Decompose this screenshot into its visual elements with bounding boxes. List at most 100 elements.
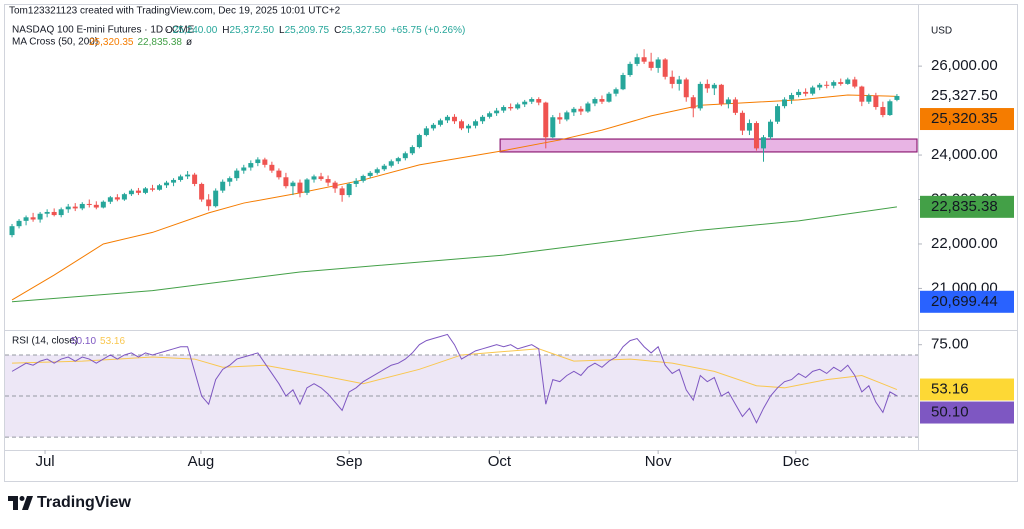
candle-body: [753, 123, 759, 149]
candle-body: [894, 96, 900, 100]
candle-body: [114, 197, 120, 200]
candle-body: [234, 170, 240, 179]
price-label: 20,699.44: [931, 293, 998, 310]
candle-body: [690, 97, 696, 109]
candle-body: [297, 182, 303, 193]
price-zone: [499, 138, 918, 153]
candle-body: [501, 107, 507, 111]
currency: USD: [931, 26, 952, 37]
ohlc-key: H: [222, 25, 229, 36]
x-tick-label: Aug: [188, 453, 215, 470]
candle-body: [269, 164, 275, 171]
rsi-title: RSI (14, close): [12, 336, 78, 347]
candle-body: [79, 203, 85, 209]
candle-body: [430, 124, 436, 129]
candle-body: [121, 194, 127, 200]
y-tick-label: 75.00: [931, 336, 969, 353]
candle-body: [796, 91, 802, 96]
candle-body: [529, 99, 535, 102]
price-label-box: [920, 401, 1014, 424]
candle-body: [220, 181, 226, 191]
price-label-box: [920, 108, 1014, 131]
ma-line: [11, 94, 897, 301]
ma-line: [11, 206, 898, 303]
candle-body: [557, 117, 563, 120]
candle-body: [149, 188, 155, 190]
price-label: 25,320.35: [931, 110, 998, 127]
candle-body: [65, 206, 71, 210]
legend-row: O25,240.00 H25,372.50 L25,209.75 C25,327.50…: [165, 25, 465, 36]
candle-body: [641, 57, 647, 62]
candle-body: [852, 79, 858, 87]
logo-dot: [19, 496, 25, 501]
candle-body: [887, 101, 893, 116]
candle-body: [192, 174, 198, 184]
candle-body: [100, 201, 106, 208]
candle-body: [416, 135, 422, 148]
candle-body: [789, 95, 795, 100]
candle-body: [178, 176, 184, 180]
ohlc-value: +65.75 (+0.26%): [391, 25, 466, 36]
candle-body: [711, 84, 717, 89]
candle-body: [487, 113, 493, 117]
price-label: 22,835.38: [931, 198, 998, 215]
candle-body: [782, 99, 788, 107]
candle-body: [775, 106, 781, 122]
candle-body: [648, 61, 654, 68]
candle-body: [325, 179, 331, 183]
x-tick-label: Nov: [645, 453, 672, 470]
candle-body: [480, 116, 486, 122]
candle-body: [838, 82, 844, 84]
candle-body: [494, 110, 500, 114]
candle-body: [23, 217, 29, 221]
candle-body: [522, 101, 528, 105]
legend-row: 50.10 53.16: [71, 336, 125, 347]
candle-body: [381, 165, 387, 170]
rsi-pane: [5, 333, 918, 438]
candle-body: [423, 128, 429, 136]
candle-body: [592, 99, 598, 104]
candle-body: [86, 203, 92, 205]
ohlc-value: 25,240.00: [173, 25, 218, 36]
candle-body: [880, 107, 886, 116]
candle-body: [318, 176, 324, 180]
candle-body: [451, 116, 457, 122]
price-label-box: [920, 290, 1014, 313]
candle-body: [585, 103, 591, 112]
candle-body: [732, 99, 738, 113]
candle-body: [353, 180, 359, 184]
legend-row: 25,320.35 22,835.38 ø: [89, 37, 192, 48]
candle-body: [725, 99, 731, 104]
price-label: 50.10: [931, 403, 969, 420]
candle-body: [606, 93, 612, 102]
candle-body: [571, 108, 577, 113]
candle-body: [704, 83, 710, 89]
candle-body: [248, 163, 254, 168]
candle-body: [128, 190, 134, 195]
candle-body: [634, 57, 640, 64]
x-tick-label: Jul: [35, 453, 54, 470]
chart-frame: [4, 4, 1018, 482]
candle-body: [409, 147, 415, 154]
logo: TradingView: [8, 494, 132, 511]
indicator-value: 22,835.38: [138, 37, 183, 48]
candle-body: [683, 79, 689, 98]
ohlc-value: 25,327.50: [341, 25, 386, 36]
candle-body: [859, 86, 865, 102]
candle-body: [241, 167, 247, 171]
symbol: NASDAQ 100 E-mini Futures · 1D · CME: [12, 25, 195, 36]
candle-body: [346, 183, 352, 196]
candle-body: [437, 120, 443, 125]
ohlc-value: 25,209.75: [285, 25, 330, 36]
candle-body: [669, 76, 675, 84]
rsi-line: [11, 333, 898, 424]
candle-body: [142, 188, 148, 193]
y-tick-label: 26,000.00: [931, 57, 998, 74]
candle-body: [304, 179, 310, 193]
rsi-ma-line: [12, 348, 898, 390]
candle-body: [718, 84, 724, 104]
candle-body: [388, 161, 394, 166]
candle-body: [810, 87, 816, 94]
candle-body: [845, 79, 851, 84]
